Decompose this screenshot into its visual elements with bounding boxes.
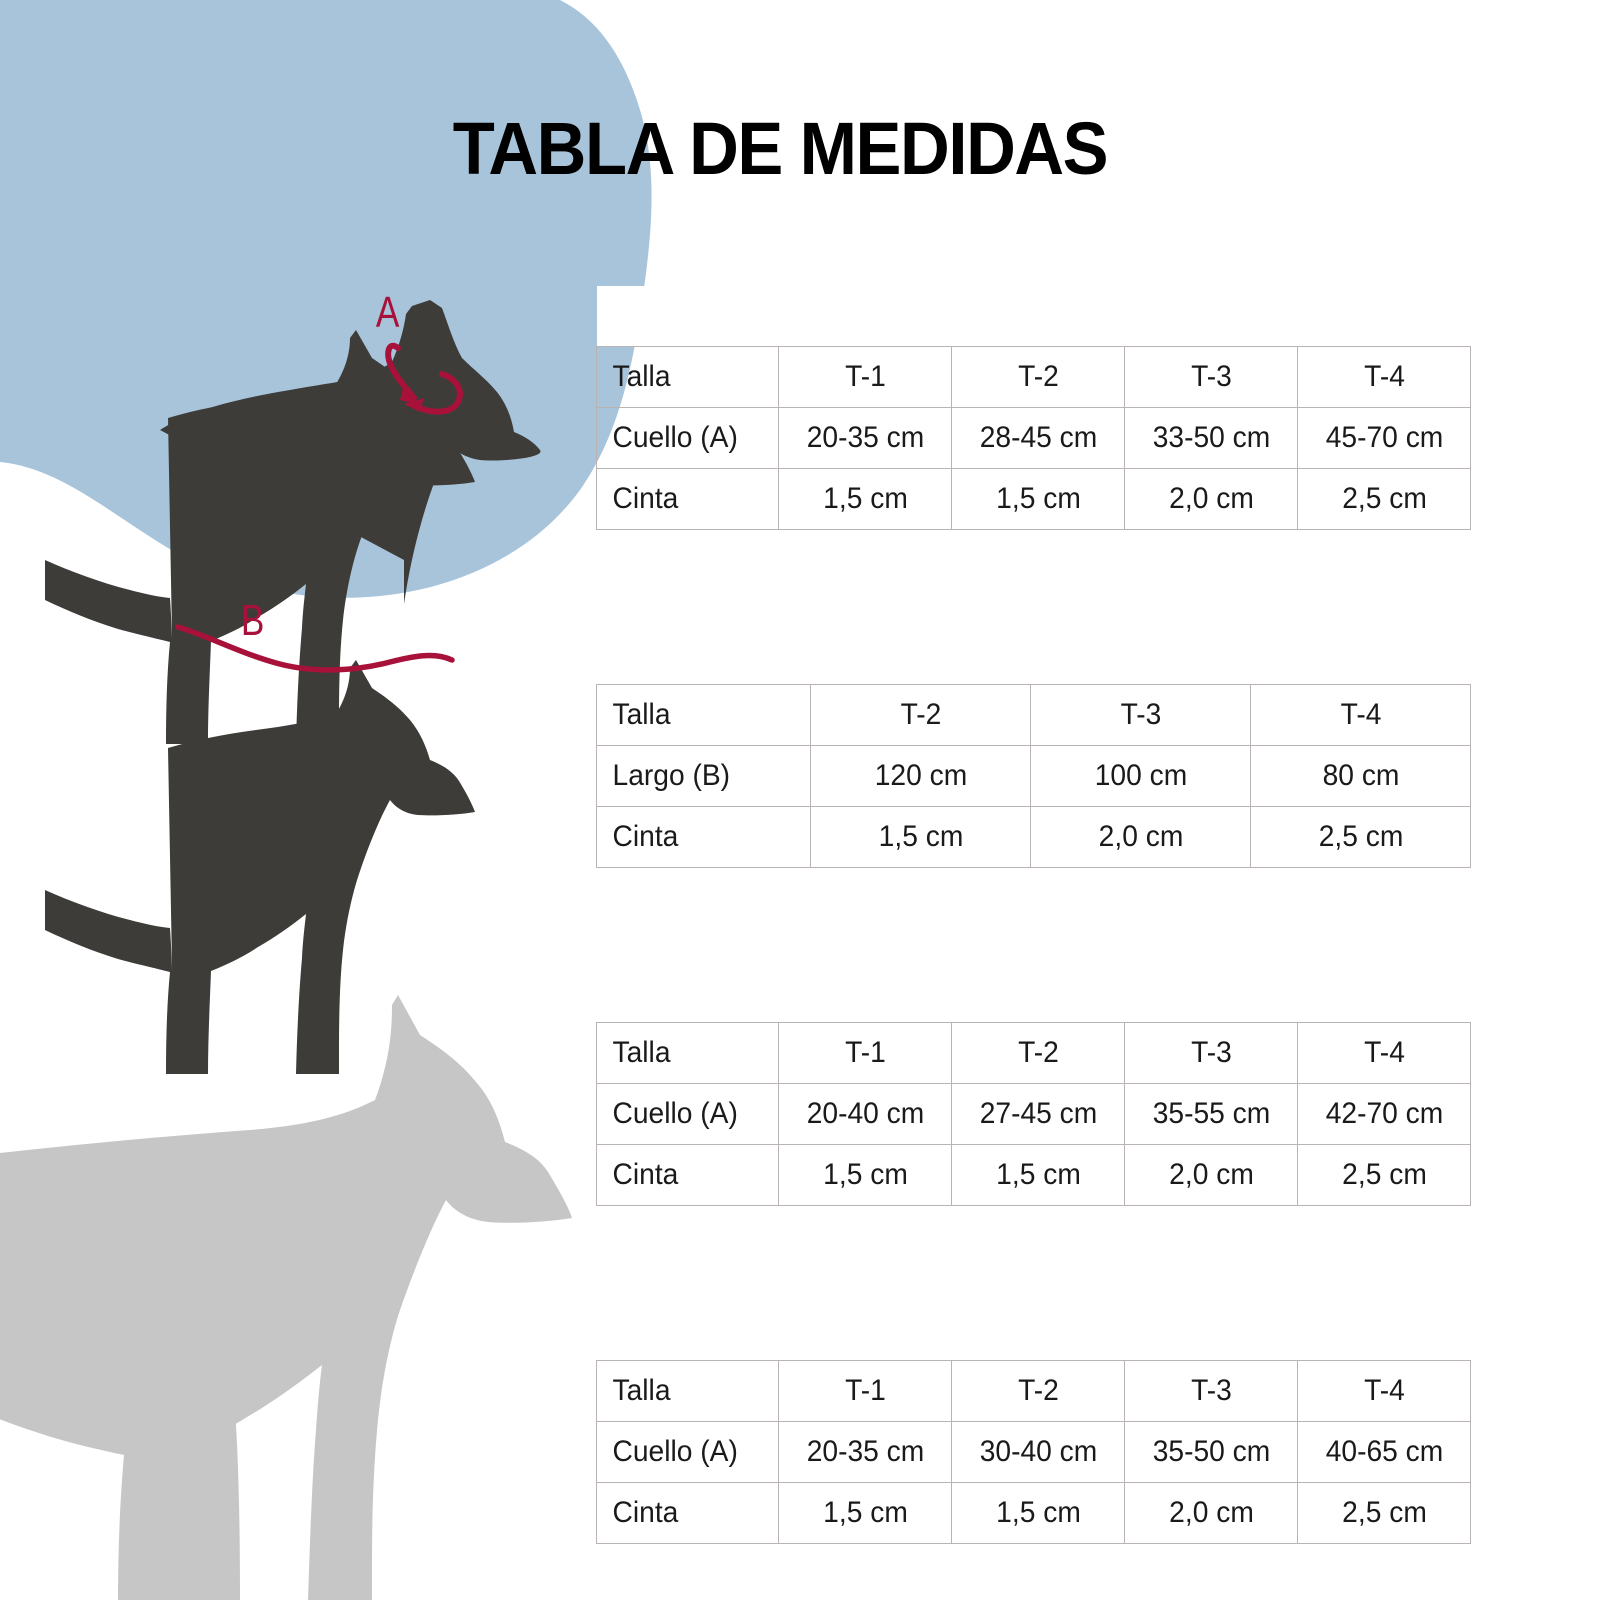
table-cell: 2,5 cm: [1256, 806, 1465, 868]
table-cell: 35-50 cm: [1129, 1421, 1293, 1483]
table-row: Cinta 1,5 cm 1,5 cm 2,0 cm 2,5 cm: [596, 468, 1471, 530]
column-header-size: T-3: [1129, 1360, 1293, 1422]
table-header-band: COLLAR PERRO: [596, 286, 1471, 347]
table-cell: 30-40 cm: [956, 1421, 1120, 1483]
table-header-band: PETRAL PERRO: [596, 1300, 1471, 1361]
dog-silhouette-leash: [45, 660, 475, 1074]
marker-label-a: A: [375, 288, 400, 337]
blue-blob-shape: [0, 0, 652, 598]
table-cell: 27-45 cm: [956, 1083, 1120, 1145]
dog-silhouette-collar: [45, 330, 475, 744]
table-cell: 20-35 cm: [783, 407, 947, 469]
row-label: Cinta: [596, 1482, 769, 1544]
table-cell: 42-70 cm: [1302, 1083, 1466, 1145]
table-cell: 1,5 cm: [956, 1482, 1120, 1544]
column-header-size: T-2: [956, 346, 1120, 408]
measure-marker-a: [385, 342, 463, 415]
table-row: Cuello (A) 20-40 cm 27-45 cm 35-55 cm 42…: [596, 1083, 1471, 1145]
row-label: Cinta: [596, 468, 769, 530]
column-header-size: T-4: [1302, 1022, 1466, 1084]
table-petral-perro: PETRAL PERRO Talla T-1 T-2 T-3 T-4 Cuell…: [596, 1300, 1471, 1544]
table-cell: 20-40 cm: [783, 1083, 947, 1145]
column-header-size: T-2: [816, 684, 1025, 746]
table-cell: 2,0 cm: [1129, 468, 1293, 530]
table-row: Cinta 1,5 cm 2,0 cm 2,5 cm: [596, 806, 1471, 868]
column-header-size: T-4: [1256, 684, 1465, 746]
table-cell: 40-65 cm: [1302, 1421, 1466, 1483]
table-cell: 45-70 cm: [1302, 407, 1466, 469]
table-arnes-perro: ARNÉS PERRO Talla T-1 T-2 T-3 T-4 Cuello…: [596, 962, 1471, 1206]
table-cell: 20-35 cm: [783, 1421, 947, 1483]
table-row: Cuello (A) 20-35 cm 30-40 cm 35-50 cm 40…: [596, 1421, 1471, 1483]
column-header-size: T-3: [1036, 684, 1245, 746]
table-header-band: RAMAL PERRO: [596, 624, 1471, 685]
column-header-size: T-2: [956, 1360, 1120, 1422]
table-header-label: PETRAL PERRO: [596, 1300, 1471, 1361]
row-label: Cuello (A): [596, 407, 769, 469]
table-header-label: COLLAR PERRO: [596, 286, 1471, 347]
table-cell: 120 cm: [816, 745, 1025, 807]
column-header-talla: Talla: [596, 1360, 769, 1422]
table-row-sizes: Talla T-1 T-2 T-3 T-4: [596, 1022, 1471, 1084]
row-label: Cuello (A): [596, 1421, 769, 1483]
column-header-size: T-1: [783, 346, 947, 408]
column-header-talla: Talla: [596, 346, 769, 408]
table-cell: 2,0 cm: [1129, 1144, 1293, 1206]
table-cell: 1,5 cm: [956, 468, 1120, 530]
table-cell: 2,5 cm: [1302, 1144, 1466, 1206]
column-header-talla: Talla: [596, 684, 799, 746]
table-row: Cinta 1,5 cm 1,5 cm 2,0 cm 2,5 cm: [596, 1144, 1471, 1206]
table-header-label: RAMAL PERRO: [596, 624, 1471, 685]
column-header-size: T-4: [1302, 1360, 1466, 1422]
table-collar-perro: COLLAR PERRO Talla T-1 T-2 T-3 T-4 Cuell…: [596, 286, 1471, 530]
table-cell: 35-55 cm: [1129, 1083, 1293, 1145]
table-row: Largo (B) 120 cm 100 cm 80 cm: [596, 745, 1471, 807]
table-cell: 33-50 cm: [1129, 407, 1293, 469]
column-header-size: T-1: [783, 1022, 947, 1084]
row-label: Cinta: [596, 806, 799, 868]
table-header-label: ARNÉS PERRO: [596, 962, 1471, 1023]
table-header-band: ARNÉS PERRO: [596, 962, 1471, 1023]
table-row: Cuello (A) 20-35 cm 28-45 cm 33-50 cm 45…: [596, 407, 1471, 469]
table-cell: 1,5 cm: [783, 468, 947, 530]
table-row-sizes: Talla T-1 T-2 T-3 T-4: [596, 346, 1471, 408]
column-header-size: T-4: [1302, 346, 1466, 408]
dog-silhouette-collar-body: [160, 300, 541, 604]
marker-label-b: B: [240, 596, 265, 645]
table-row-sizes: Talla T-1 T-2 T-3 T-4: [596, 1360, 1471, 1422]
row-label: Cinta: [596, 1144, 769, 1206]
table-cell: 2,0 cm: [1129, 1482, 1293, 1544]
table-row-sizes: Talla T-2 T-3 T-4: [596, 684, 1471, 746]
column-header-size: T-2: [956, 1022, 1120, 1084]
row-label: Largo (B): [596, 745, 799, 807]
row-label: Cuello (A): [596, 1083, 769, 1145]
column-header-size: T-3: [1129, 346, 1293, 408]
table-cell: 1,5 cm: [956, 1144, 1120, 1206]
page-title: TABLA DE MEDIDAS: [452, 107, 1109, 190]
table-cell: 1,5 cm: [816, 806, 1025, 868]
table-cell: 80 cm: [1256, 745, 1465, 807]
column-header-size: T-1: [783, 1360, 947, 1422]
column-header-talla: Talla: [596, 1022, 769, 1084]
table-cell: 100 cm: [1036, 745, 1245, 807]
measure-marker-b: [175, 624, 455, 673]
table-ramal-perro: RAMAL PERRO Talla T-2 T-3 T-4 Largo (B) …: [596, 624, 1471, 868]
table-row: Cinta 1,5 cm 1,5 cm 2,0 cm 2,5 cm: [596, 1482, 1471, 1544]
column-header-size: T-3: [1129, 1022, 1293, 1084]
table-cell: 1,5 cm: [783, 1144, 947, 1206]
dog-silhouette-grey: [0, 995, 572, 1600]
table-cell: 28-45 cm: [956, 407, 1120, 469]
table-cell: 2,0 cm: [1036, 806, 1245, 868]
table-cell: 2,5 cm: [1302, 468, 1466, 530]
table-cell: 1,5 cm: [783, 1482, 947, 1544]
table-cell: 2,5 cm: [1302, 1482, 1466, 1544]
